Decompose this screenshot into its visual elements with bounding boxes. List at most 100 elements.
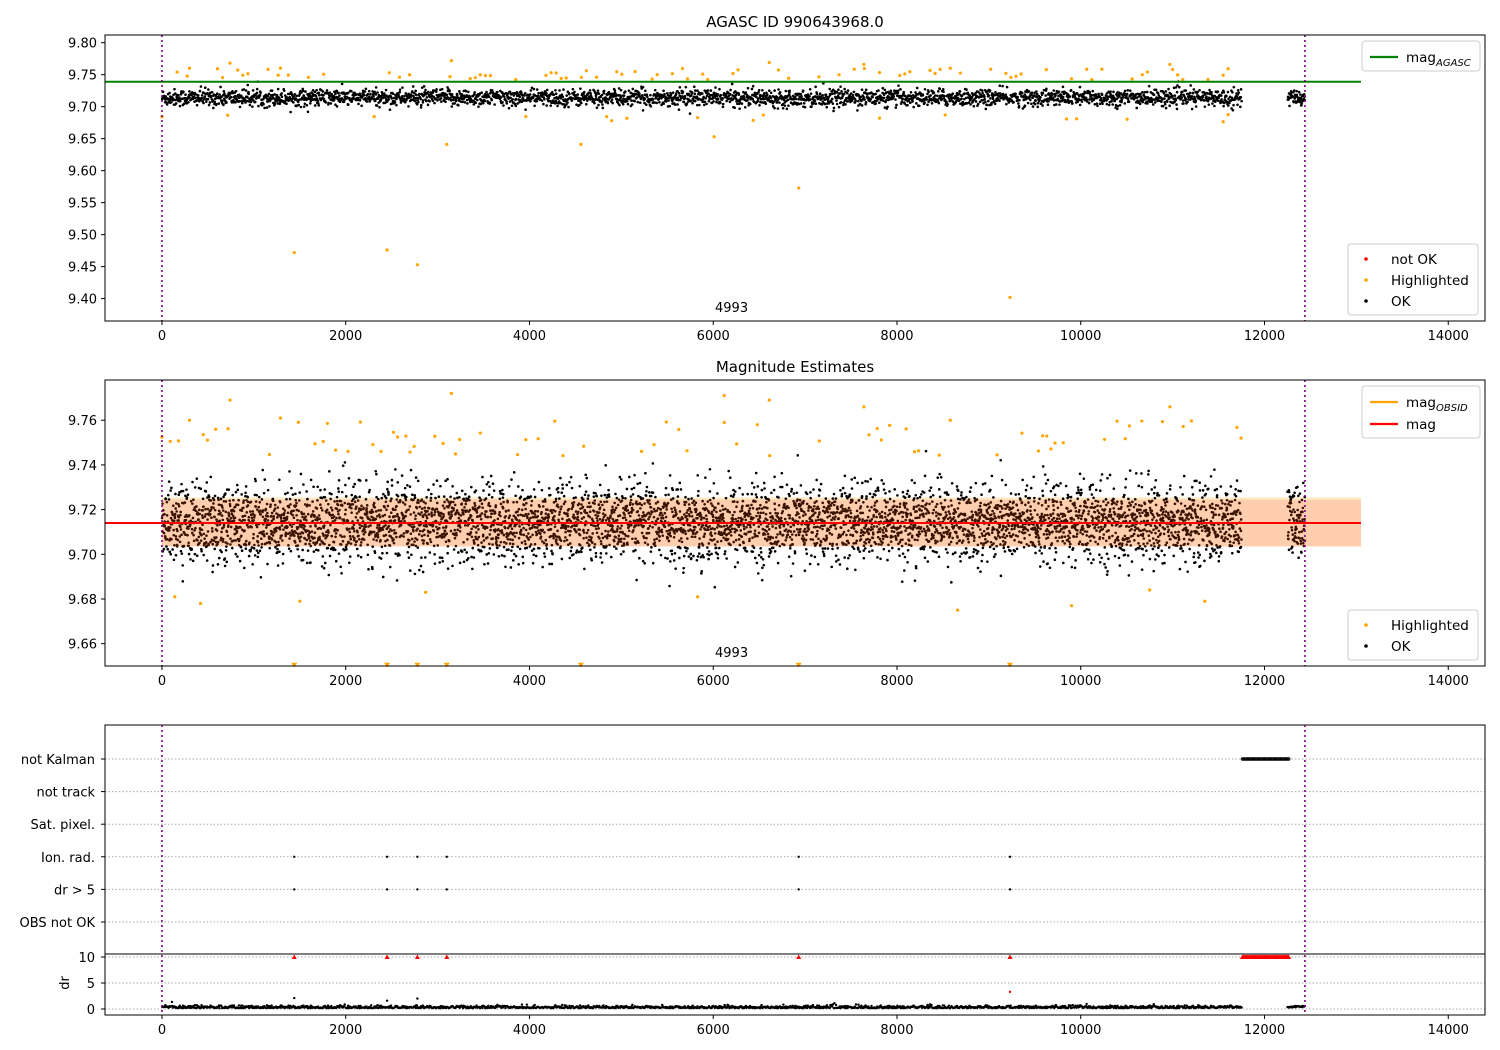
ok-point <box>610 98 614 101</box>
ok-point <box>290 93 294 97</box>
ok-point <box>510 527 514 531</box>
ok-point <box>678 85 682 89</box>
ok-point <box>203 515 207 518</box>
ok-point <box>334 103 337 106</box>
ok-point <box>177 93 180 97</box>
ok-point <box>319 527 323 530</box>
ok-point <box>432 483 435 486</box>
ok-point <box>191 480 194 484</box>
ok-point <box>426 103 430 107</box>
ok-point <box>791 94 795 98</box>
ok-point <box>385 508 388 512</box>
ok-point <box>476 524 479 528</box>
ok-point <box>195 554 199 558</box>
ok-point <box>313 90 317 94</box>
ok-point <box>736 102 739 106</box>
ok-point <box>455 491 459 495</box>
ok-point <box>359 541 363 544</box>
ok-point <box>247 92 251 96</box>
ok-point <box>1005 85 1009 89</box>
ok-point <box>200 528 204 532</box>
ok-point <box>755 95 758 99</box>
ok-point <box>1126 88 1130 92</box>
ok-point <box>601 106 605 110</box>
ok-point <box>446 551 449 555</box>
ok-point <box>475 531 478 534</box>
ok-point <box>447 513 451 516</box>
ok-point <box>463 101 467 104</box>
ok-point <box>533 542 537 546</box>
ok-point <box>511 97 514 101</box>
ok-point <box>560 93 564 96</box>
ok-point <box>277 540 280 544</box>
ok-point <box>1299 93 1302 96</box>
ok-point <box>983 95 986 99</box>
ok-point <box>182 102 186 106</box>
ok-point <box>275 97 278 100</box>
ok-point <box>220 95 223 99</box>
ok-point <box>380 90 384 94</box>
ok-point <box>457 104 460 107</box>
ok-point <box>645 93 649 97</box>
ok-point <box>706 89 710 92</box>
ok-point <box>818 92 822 96</box>
highlighted-point <box>407 73 412 77</box>
ok-point <box>170 537 173 541</box>
ok-point <box>728 100 732 104</box>
ok-point <box>169 489 172 492</box>
ok-point <box>203 86 207 90</box>
ok-point <box>473 501 476 505</box>
ok-point <box>1219 94 1223 97</box>
ok-point <box>596 98 599 102</box>
ok-point <box>1300 102 1303 105</box>
ok-point <box>1112 90 1115 94</box>
ok-point <box>216 540 220 544</box>
ok-point <box>372 538 375 541</box>
ok-point <box>474 101 478 105</box>
ok-point <box>941 87 945 91</box>
ok-point <box>353 536 356 540</box>
ok-point <box>737 93 741 96</box>
y-tick-label: 9.70 <box>68 101 97 116</box>
ok-point <box>839 100 843 104</box>
ok-point <box>421 99 425 102</box>
ok-point <box>374 93 378 96</box>
ok-point <box>554 88 557 92</box>
ok-point <box>451 484 454 488</box>
ok-point <box>449 97 452 100</box>
ok-point <box>301 548 304 552</box>
ok-point <box>263 478 267 481</box>
ok-point <box>360 524 364 528</box>
ok-point <box>270 511 274 515</box>
ok-point <box>531 96 535 99</box>
ok-point <box>362 538 366 541</box>
ok-point <box>1078 85 1082 89</box>
ok-point <box>998 99 1001 103</box>
ok-point <box>1030 91 1034 94</box>
ok-point <box>485 526 489 529</box>
ok-point <box>167 480 171 483</box>
ok-point <box>399 523 403 527</box>
ok-point <box>340 535 344 538</box>
ok-point <box>375 526 379 529</box>
ok-point <box>700 92 704 95</box>
ok-point <box>213 515 216 519</box>
ok-point <box>303 524 306 528</box>
ok-point <box>213 494 217 498</box>
ok-point <box>429 540 433 544</box>
y-tick-label: 9.75 <box>68 69 97 84</box>
ok-point <box>363 90 367 93</box>
ok-point <box>492 523 495 527</box>
ok-point <box>527 523 531 527</box>
ok-point <box>240 493 243 496</box>
ok-point <box>346 103 350 107</box>
ok-point <box>308 539 312 543</box>
ok-point <box>681 90 685 94</box>
ok-point <box>313 104 317 107</box>
ok-point <box>211 99 215 103</box>
ok-point <box>1123 89 1127 93</box>
ok-point <box>600 93 604 97</box>
ok-point <box>511 545 514 549</box>
ok-point <box>516 513 520 517</box>
highlighted-point <box>478 73 482 77</box>
